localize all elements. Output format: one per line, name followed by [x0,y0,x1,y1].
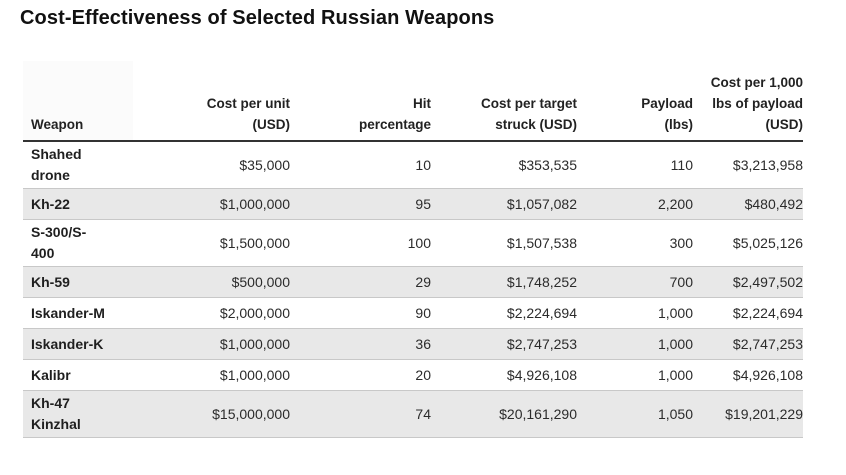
weapon-name-line: Iskander-M [31,304,105,321]
header-line: Hit [413,96,431,111]
hit-percentage-cell: 36 [415,336,431,352]
weapon-name-line: Iskander-K [31,335,104,352]
cost-per-unit-cell: $35,000 [239,157,290,173]
weapon-name-cell: Kh-47 Kinzhal [23,391,133,437]
cost-per-target-cell: $1,748,252 [506,274,577,290]
cost-per-1000-header: Cost per 1,000 lbs of payload (USD) [693,61,803,140]
header-line: Cost per target [480,96,577,111]
table-body: Shahed drone $35,000 10 $353,535 110 $3,213,95… [23,142,803,438]
weapon-name-cell: Iskander-K [23,329,133,359]
weapon-header: Weapon [23,61,133,140]
hit-percentage-cell: 74 [415,406,431,422]
weapon-name-line: drone [31,167,70,183]
cost-per-unit-cell: $1,000,000 [219,367,290,383]
table-row: Kalibr $1,000,000 20 $4,926,108 1,000 $4,926,… [23,360,803,391]
weapon-name-line: Kh-47 [31,395,70,411]
hit-percentage-cell: 95 [415,196,431,212]
cost-per-1000-cell: $2,224,694 [732,305,803,321]
cost-per-unit-cell: $1,000,000 [219,336,290,352]
payload-cell: 110 [670,157,693,173]
cost-per-1000-cell: $480,492 [744,196,803,212]
cost-per-unit-cell: $1,000,000 [219,196,290,212]
table-row: Kh-22 $1,000,000 95 $1,057,082 2,200 $480,492 [23,189,803,220]
payload-cell: 1,000 [657,336,693,352]
table-row: S-300/S- 400 $1,500,000 100 $1,507,538 300 $5,… [23,220,803,267]
weapon-name-line: Kalibr [31,366,71,383]
header-line: (USD) [252,117,291,132]
header-line: Payload [641,96,693,111]
table-header: Weapon Cost per unit (USD) Hit percentage Cos… [23,61,803,142]
header-line: percentage [358,117,431,132]
cost-per-1000-cell: $3,213,958 [732,157,803,173]
header-line: lbs of payload [712,96,803,111]
table-row: Kh-59 $500,000 29 $1,748,252 700 $2,497,502 [23,267,803,298]
hit-percentage-header: Hit percentage [290,61,431,140]
weapon-name-line: 400 [31,245,55,261]
cost-per-1000-cell: $5,025,126 [732,235,803,251]
cost-per-target-cell: $20,161,290 [499,406,577,422]
header-line: (lbs) [664,117,694,132]
hit-percentage-cell: 20 [415,367,431,383]
table-row: Shahed drone $35,000 10 $353,535 110 $3,213,95… [23,142,803,189]
header-line: (USD) [765,117,804,132]
payload-cell: 2,200 [657,196,693,212]
header-line: Cost per 1,000 [710,75,803,90]
table-row: Iskander-K $1,000,000 36 $2,747,253 1,000 $2,… [23,329,803,360]
payload-cell: 1,050 [657,406,693,422]
weapon-name-cell: S-300/S- 400 [23,220,133,266]
cost-per-unit-cell: $500,000 [231,274,290,290]
hit-percentage-cell: 10 [415,157,431,173]
cost-per-target-cell: $4,926,108 [506,367,577,383]
table-row: Kh-47 Kinzhal $15,000,000 74 $20,161,290 1,05… [23,391,803,438]
payload-cell: 1,000 [657,367,693,383]
cost-per-1000-cell: $2,497,502 [732,274,803,290]
cost-per-unit-cell: $15,000,000 [212,406,290,422]
cost-per-unit-cell: $1,500,000 [219,235,290,251]
cost-per-target-cell: $1,507,538 [506,235,577,251]
hit-percentage-cell: 29 [415,274,431,290]
header-line: struck (USD) [495,117,577,132]
hit-percentage-cell: 100 [407,235,431,251]
weapon-name-cell: Iskander-M [23,298,133,328]
weapon-name-line: Shahed [31,146,82,162]
cost-per-target-header: Cost per target struck (USD) [431,61,577,140]
header-line: Weapon [31,117,84,132]
cost-per-target-cell: $1,057,082 [506,196,577,212]
cost-per-target-cell: $2,747,253 [506,336,577,352]
payload-header: Payload (lbs) [577,61,693,140]
page-title: Cost-Effectiveness of Selected Russian W… [20,7,495,29]
cost-per-1000-cell: $19,201,229 [725,406,803,422]
weapon-name-line: Kinzhal [31,416,81,432]
cost-per-1000-cell: $4,926,108 [732,367,803,383]
weapon-name-cell: Kalibr [23,360,133,390]
payload-cell: 300 [669,235,693,251]
cost-per-target-cell: $2,224,694 [506,305,577,321]
hit-percentage-cell: 90 [415,305,431,321]
cost-per-target-cell: $353,535 [518,157,577,173]
payload-cell: 1,000 [657,305,693,321]
weapon-name-cell: Shahed drone [23,142,133,188]
weapon-name-line: S-300/S- [31,224,87,240]
weapon-name-cell: Kh-59 [23,267,133,297]
cost-per-unit-header: Cost per unit (USD) [133,61,290,140]
weapons-table: Weapon Cost per unit (USD) Hit percentage Cos… [23,61,803,438]
weapon-name-line: Kh-22 [31,195,70,212]
weapon-name-line: Kh-59 [31,273,70,290]
header-line: Cost per unit [206,96,290,111]
cost-per-1000-cell: $2,747,253 [732,336,803,352]
payload-cell: 700 [669,274,693,290]
weapon-name-cell: Kh-22 [23,189,133,219]
cost-per-unit-cell: $2,000,000 [219,305,290,321]
table-row: Iskander-M $2,000,000 90 $2,224,694 1,000 $2,… [23,298,803,329]
